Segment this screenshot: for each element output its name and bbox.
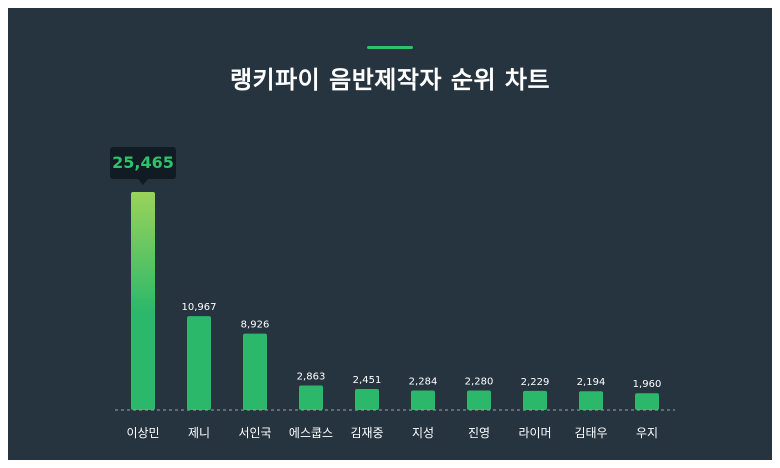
category-label: 에스쿱스 xyxy=(289,426,333,440)
category-label: 우지 xyxy=(636,426,658,440)
category-label: 지성 xyxy=(412,426,434,440)
bar-value-label: 1,960 xyxy=(633,379,662,390)
category-label: 김태우 xyxy=(574,426,607,440)
tooltip-arrow xyxy=(138,179,148,185)
category-label: 김재중 xyxy=(350,426,383,440)
bar-3 xyxy=(243,333,267,410)
chart-title: 랭키파이 음반제작자 순위 차트 xyxy=(229,66,551,94)
bar-value-label: 2,194 xyxy=(577,377,606,388)
highlight-tooltip-value: 25,465 xyxy=(112,153,174,172)
bar-2 xyxy=(187,316,211,410)
bar-value-label: 10,967 xyxy=(182,302,217,313)
bar-value-label: 2,863 xyxy=(297,371,326,382)
bar-6 xyxy=(411,390,435,410)
bar-9 xyxy=(579,391,603,410)
bar-value-label: 2,280 xyxy=(465,376,494,387)
bar-value-label: 2,229 xyxy=(521,377,550,388)
bar-value-label: 8,926 xyxy=(241,320,270,331)
title-accent-bar xyxy=(367,46,413,49)
bar-10 xyxy=(635,393,659,410)
bar-5 xyxy=(355,389,379,410)
highlight-tooltip: 25,465 xyxy=(110,147,176,179)
bar-1 xyxy=(131,192,155,410)
category-label: 라이머 xyxy=(518,426,551,440)
category-label: 진영 xyxy=(468,426,490,440)
bar-8 xyxy=(523,390,547,410)
bar-value-label: 2,451 xyxy=(353,375,382,386)
bar-4 xyxy=(299,385,323,410)
bar-7 xyxy=(467,390,491,410)
bar-value-label: 2,284 xyxy=(409,376,438,387)
category-label: 제니 xyxy=(188,426,210,440)
category-label: 이상민 xyxy=(126,426,159,440)
category-label: 서인국 xyxy=(238,426,271,440)
